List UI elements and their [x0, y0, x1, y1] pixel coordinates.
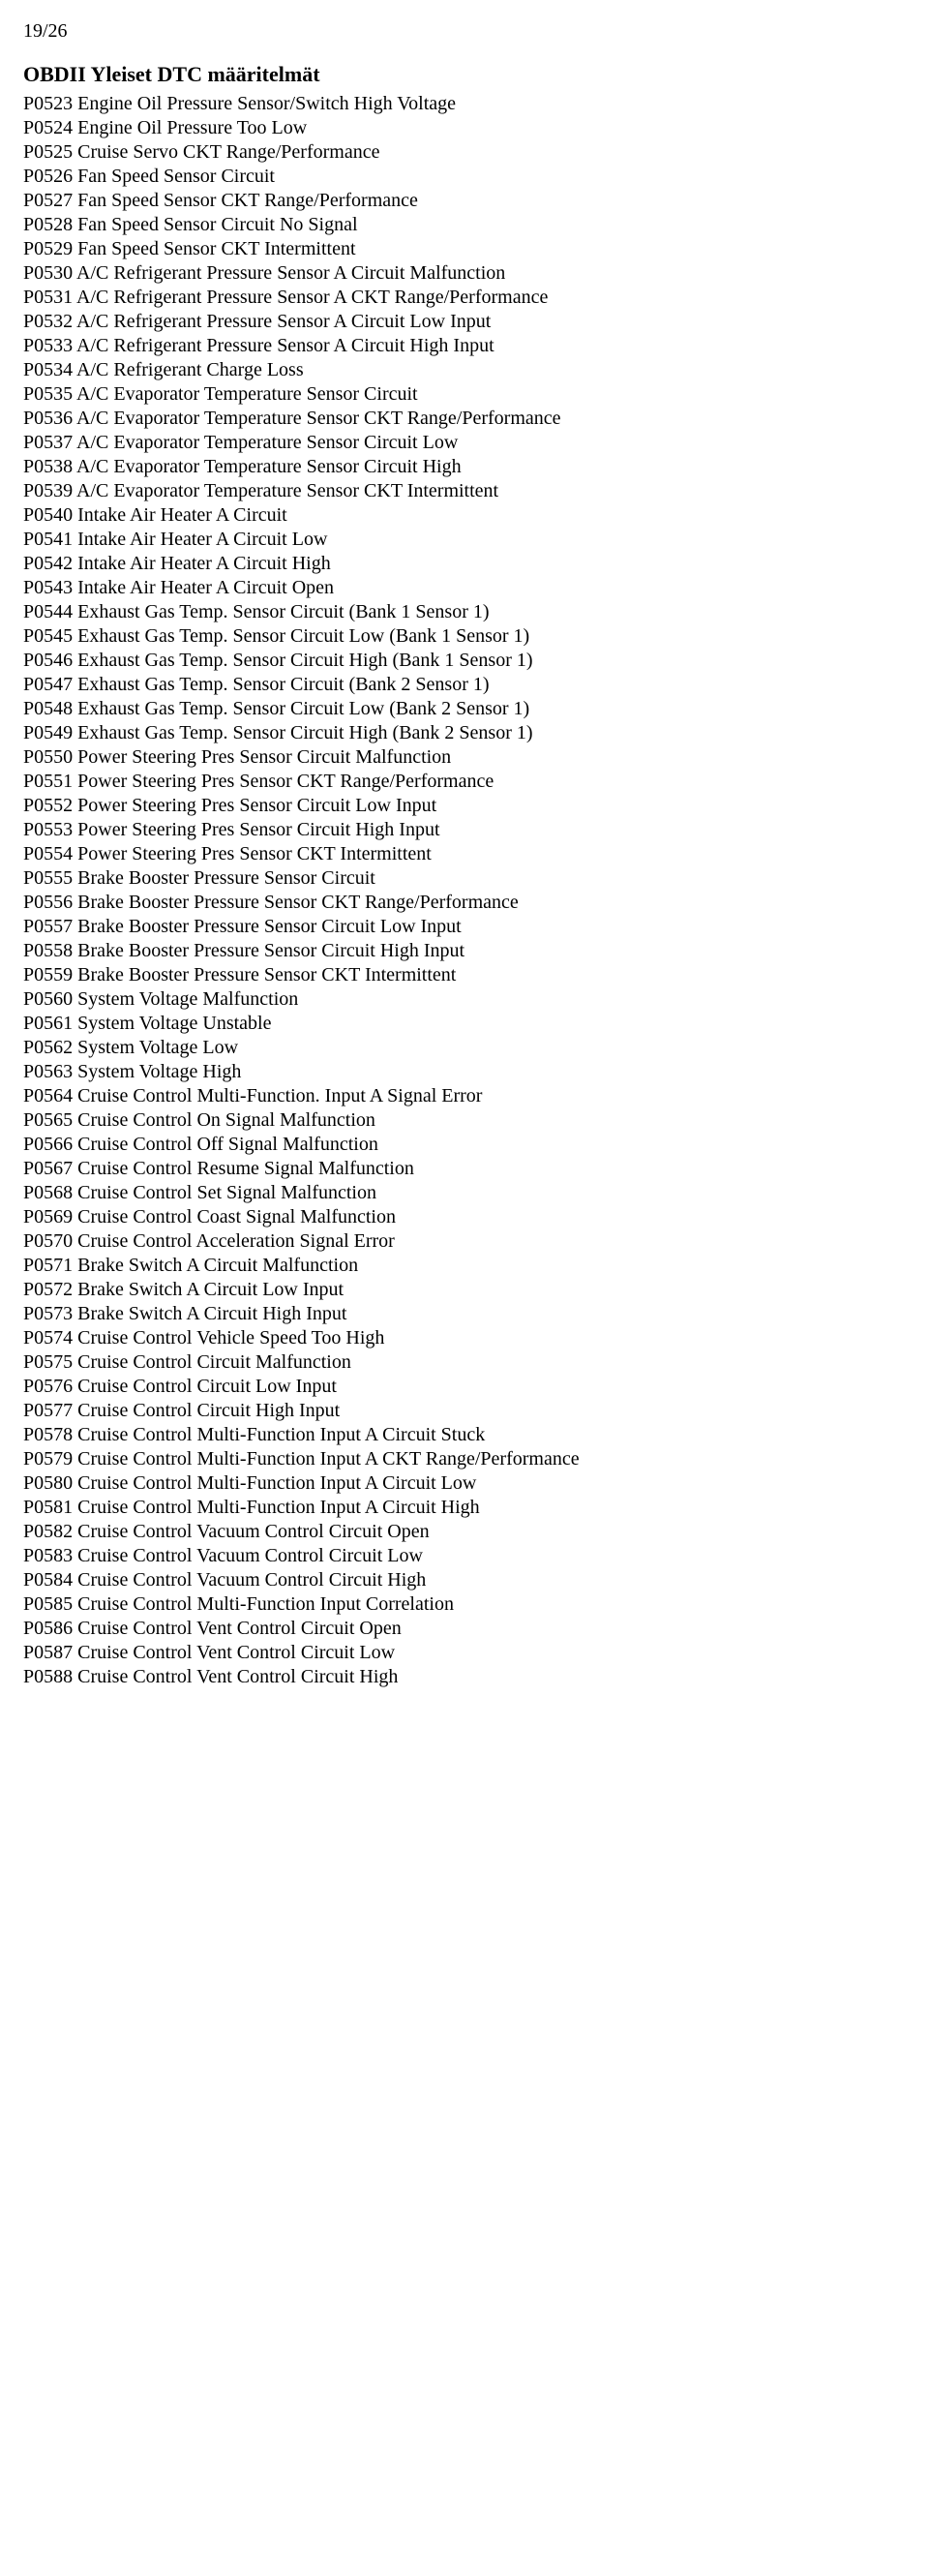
- dtc-line: P0535 A/C Evaporator Temperature Sensor …: [23, 382, 906, 407]
- dtc-line: P0523 Engine Oil Pressure Sensor/Switch …: [23, 92, 906, 116]
- dtc-line: P0547 Exhaust Gas Temp. Sensor Circuit (…: [23, 673, 906, 697]
- dtc-line: P0530 A/C Refrigerant Pressure Sensor A …: [23, 261, 906, 286]
- dtc-line: P0571 Brake Switch A Circuit Malfunction: [23, 1254, 906, 1278]
- dtc-line: P0564 Cruise Control Multi-Function. Inp…: [23, 1084, 906, 1108]
- dtc-line: P0569 Cruise Control Coast Signal Malfun…: [23, 1205, 906, 1229]
- dtc-line: P0526 Fan Speed Sensor Circuit: [23, 165, 906, 189]
- dtc-line: P0557 Brake Booster Pressure Sensor Circ…: [23, 915, 906, 939]
- dtc-line: P0533 A/C Refrigerant Pressure Sensor A …: [23, 334, 906, 358]
- dtc-line: P0580 Cruise Control Multi-Function Inpu…: [23, 1471, 906, 1496]
- dtc-line: P0573 Brake Switch A Circuit High Input: [23, 1302, 906, 1326]
- dtc-line: P0556 Brake Booster Pressure Sensor CKT …: [23, 891, 906, 915]
- dtc-line: P0555 Brake Booster Pressure Sensor Circ…: [23, 866, 906, 891]
- dtc-line: P0551 Power Steering Pres Sensor CKT Ran…: [23, 770, 906, 794]
- dtc-line: P0566 Cruise Control Off Signal Malfunct…: [23, 1133, 906, 1157]
- dtc-line: P0581 Cruise Control Multi-Function Inpu…: [23, 1496, 906, 1520]
- dtc-line: P0550 Power Steering Pres Sensor Circuit…: [23, 745, 906, 770]
- dtc-line: P0546 Exhaust Gas Temp. Sensor Circuit H…: [23, 649, 906, 673]
- dtc-line: P0525 Cruise Servo CKT Range/Performance: [23, 140, 906, 165]
- dtc-line: P0576 Cruise Control Circuit Low Input: [23, 1375, 906, 1399]
- dtc-line: P0538 A/C Evaporator Temperature Sensor …: [23, 455, 906, 479]
- dtc-list: P0523 Engine Oil Pressure Sensor/Switch …: [23, 92, 906, 1689]
- dtc-line: P0536 A/C Evaporator Temperature Sensor …: [23, 407, 906, 431]
- dtc-line: P0578 Cruise Control Multi-Function Inpu…: [23, 1423, 906, 1447]
- dtc-line: P0528 Fan Speed Sensor Circuit No Signal: [23, 213, 906, 237]
- dtc-line: P0542 Intake Air Heater A Circuit High: [23, 552, 906, 576]
- dtc-line: P0560 System Voltage Malfunction: [23, 987, 906, 1012]
- dtc-line: P0531 A/C Refrigerant Pressure Sensor A …: [23, 286, 906, 310]
- dtc-line: P0540 Intake Air Heater A Circuit: [23, 503, 906, 528]
- dtc-line: P0565 Cruise Control On Signal Malfuncti…: [23, 1108, 906, 1133]
- dtc-line: P0570 Cruise Control Acceleration Signal…: [23, 1229, 906, 1254]
- dtc-line: P0585 Cruise Control Multi-Function Inpu…: [23, 1592, 906, 1617]
- dtc-line: P0549 Exhaust Gas Temp. Sensor Circuit H…: [23, 721, 906, 745]
- dtc-line: P0583 Cruise Control Vacuum Control Circ…: [23, 1544, 906, 1568]
- dtc-line: P0582 Cruise Control Vacuum Control Circ…: [23, 1520, 906, 1544]
- dtc-line: P0586 Cruise Control Vent Control Circui…: [23, 1617, 906, 1641]
- dtc-line: P0558 Brake Booster Pressure Sensor Circ…: [23, 939, 906, 963]
- dtc-line: P0539 A/C Evaporator Temperature Sensor …: [23, 479, 906, 503]
- dtc-line: P0587 Cruise Control Vent Control Circui…: [23, 1641, 906, 1665]
- dtc-line: P0588 Cruise Control Vent Control Circui…: [23, 1665, 906, 1689]
- dtc-line: P0527 Fan Speed Sensor CKT Range/Perform…: [23, 189, 906, 213]
- dtc-line: P0584 Cruise Control Vacuum Control Circ…: [23, 1568, 906, 1592]
- dtc-line: P0545 Exhaust Gas Temp. Sensor Circuit L…: [23, 624, 906, 649]
- dtc-line: P0529 Fan Speed Sensor CKT Intermittent: [23, 237, 906, 261]
- document-title: OBDII Yleiset DTC määritelmät: [23, 61, 906, 88]
- dtc-line: P0534 A/C Refrigerant Charge Loss: [23, 358, 906, 382]
- dtc-line: P0579 Cruise Control Multi-Function Inpu…: [23, 1447, 906, 1471]
- dtc-line: P0541 Intake Air Heater A Circuit Low: [23, 528, 906, 552]
- dtc-line: P0574 Cruise Control Vehicle Speed Too H…: [23, 1326, 906, 1350]
- dtc-line: P0553 Power Steering Pres Sensor Circuit…: [23, 818, 906, 842]
- dtc-line: P0532 A/C Refrigerant Pressure Sensor A …: [23, 310, 906, 334]
- dtc-line: P0568 Cruise Control Set Signal Malfunct…: [23, 1181, 906, 1205]
- dtc-line: P0524 Engine Oil Pressure Too Low: [23, 116, 906, 140]
- dtc-line: P0548 Exhaust Gas Temp. Sensor Circuit L…: [23, 697, 906, 721]
- dtc-line: P0554 Power Steering Pres Sensor CKT Int…: [23, 842, 906, 866]
- dtc-line: P0567 Cruise Control Resume Signal Malfu…: [23, 1157, 906, 1181]
- dtc-line: P0559 Brake Booster Pressure Sensor CKT …: [23, 963, 906, 987]
- dtc-line: P0575 Cruise Control Circuit Malfunction: [23, 1350, 906, 1375]
- dtc-line: P0537 A/C Evaporator Temperature Sensor …: [23, 431, 906, 455]
- dtc-line: P0552 Power Steering Pres Sensor Circuit…: [23, 794, 906, 818]
- page-number: 19/26: [23, 19, 906, 44]
- dtc-line: P0543 Intake Air Heater A Circuit Open: [23, 576, 906, 600]
- dtc-line: P0561 System Voltage Unstable: [23, 1012, 906, 1036]
- dtc-line: P0562 System Voltage Low: [23, 1036, 906, 1060]
- dtc-line: P0544 Exhaust Gas Temp. Sensor Circuit (…: [23, 600, 906, 624]
- dtc-line: P0577 Cruise Control Circuit High Input: [23, 1399, 906, 1423]
- dtc-line: P0563 System Voltage High: [23, 1060, 906, 1084]
- dtc-line: P0572 Brake Switch A Circuit Low Input: [23, 1278, 906, 1302]
